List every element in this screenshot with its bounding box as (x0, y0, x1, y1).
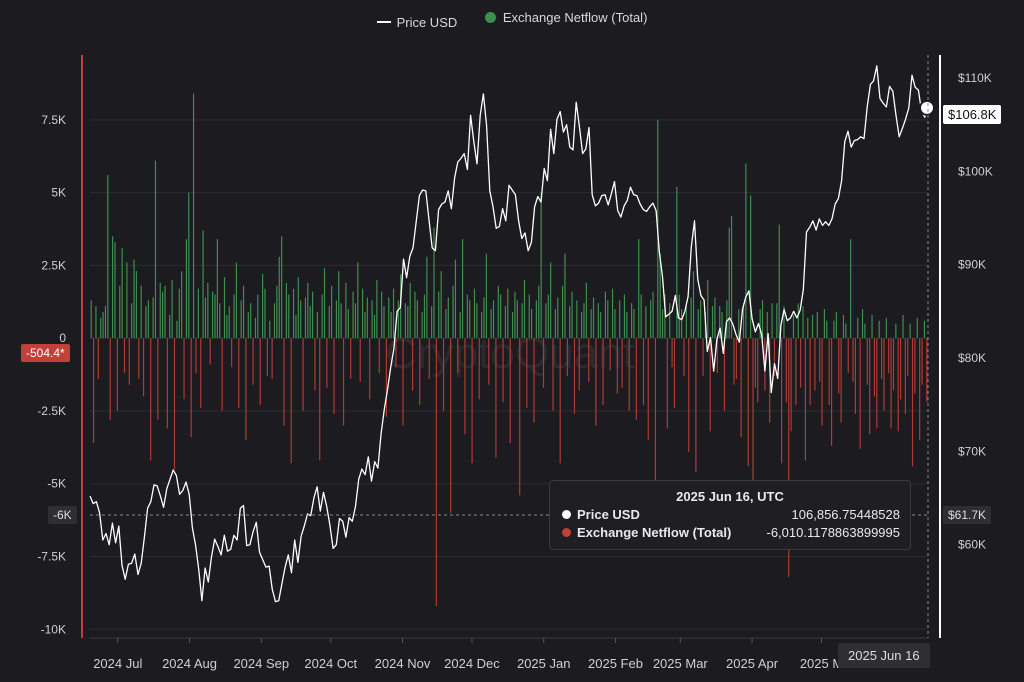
right-tick-label: $110K (958, 71, 992, 85)
x-tick-label: 2024 Nov (375, 656, 431, 671)
price-dot-icon (562, 510, 571, 519)
tooltip-title: 2025 Jun 16, UTC (676, 489, 784, 504)
right-tick-label: $90K (958, 258, 986, 272)
x-tick-label: 2025 Apr (726, 656, 779, 671)
tooltip-row-netflow: Exchange Netflow (Total) -6,010.11788638… (550, 525, 910, 540)
right-tick-label: $80K (958, 351, 986, 365)
left-tick-label: 2.5K (41, 258, 66, 272)
legend-price-label: Price USD (396, 14, 458, 30)
x-crosshair-badge: 2025 Jun 16 (838, 643, 930, 668)
x-tick-label: 2025 Jan (517, 656, 571, 671)
left-tick-label: 0 (59, 331, 66, 345)
right-tick-label: $70K (958, 444, 986, 458)
dot-swatch-icon (484, 12, 496, 23)
left-value-badge: -504.4* (21, 344, 70, 362)
right-crosshair-badge: $61.7K (943, 506, 992, 524)
left-tick-label: 7.5K (41, 113, 66, 127)
tooltip-netflow-value: -6,010.1178863899995 (766, 525, 901, 540)
legend-item-netflow[interactable]: Exchange Netflow (Total) (484, 10, 648, 25)
x-tick-label: 2024 Aug (162, 656, 217, 671)
line-swatch-icon (376, 21, 391, 23)
x-tick-label: 2025 Feb (588, 656, 643, 671)
tooltip-row-price: Price USD 106,856.75448528 (550, 507, 910, 522)
x-tick-label: 2024 Dec (444, 656, 500, 671)
legend-netflow-label: Exchange Netflow (Total) (502, 10, 648, 25)
x-tick-label: 2025 M (800, 656, 843, 671)
right-tick-label: $60K (958, 538, 986, 552)
tooltip-price-value: 106,856.75448528 (791, 507, 900, 522)
axes (81, 55, 941, 639)
left-tick-label: -2.5K (37, 404, 66, 418)
right-price-badge: $106.8K (943, 105, 1002, 124)
tooltip: 2025 Jun 16, UTC Price USD 106,856.75448… (549, 480, 911, 550)
x-tick-label: 2025 Mar (653, 656, 709, 671)
tick-labels: 7.5K 5K 2.5K 0 -2.5K -5K -7.5K -10K $110K $100K $9… (37, 71, 992, 671)
tooltip-price-label: Price USD (577, 507, 640, 522)
netflow-bars (90, 93, 928, 606)
legend: Price USD Exchange Netflow (Total) (0, 10, 1024, 30)
price-marker-dot (919, 99, 935, 116)
tooltip-netflow-label: Exchange Netflow (Total) (577, 525, 732, 540)
left-tick-label: -5K (47, 477, 66, 491)
legend-item-price[interactable]: Price USD (376, 14, 458, 30)
left-tick-label: -10K (41, 622, 66, 636)
left-crosshair-badge: -6K (48, 506, 77, 524)
x-tick-label: 2024 Jul (93, 656, 142, 671)
price-series-line (89, 65, 929, 603)
price-line (89, 65, 935, 603)
right-tick-label: $100K (958, 164, 993, 178)
left-tick-label: 5K (51, 186, 66, 200)
x-tick-label: 2024 Sep (233, 656, 289, 671)
x-tick-label: 2024 Oct (304, 656, 357, 671)
left-tick-label: -7.5K (37, 549, 66, 563)
netflow-dot-icon (562, 528, 571, 537)
